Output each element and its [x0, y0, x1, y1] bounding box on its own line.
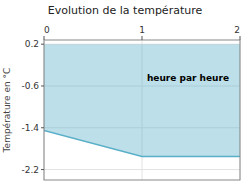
y-tick-label: 0.2	[25, 39, 39, 49]
x-tick-label: 1	[139, 25, 145, 35]
area	[44, 44, 240, 156]
annotation: heure par heure	[147, 73, 229, 83]
x-tick-label: 2	[234, 25, 240, 35]
y-tick-label: -2.2	[21, 165, 39, 175]
line	[44, 130, 240, 156]
y-tick	[41, 169, 44, 170]
y-tick	[41, 85, 44, 86]
y-tick-label: -1.4	[21, 123, 39, 133]
y-tick	[41, 127, 44, 128]
x-tick	[240, 36, 241, 40]
title: Evolution de la température	[48, 4, 203, 17]
grid	[44, 40, 240, 180]
x-tick	[44, 36, 45, 40]
y-tick-label: -0.6	[21, 81, 39, 91]
plot-frame	[44, 40, 240, 180]
chart: 0 1 2 0.2 -0.6 -1.4 -2.2 Température en °C Evolu…	[0, 0, 250, 188]
y-axis-label: Température en °C	[2, 68, 12, 154]
plot-area	[44, 44, 240, 156]
y-tick	[41, 44, 44, 45]
x-tick-label: 0	[44, 25, 50, 35]
x-tick	[142, 36, 143, 40]
